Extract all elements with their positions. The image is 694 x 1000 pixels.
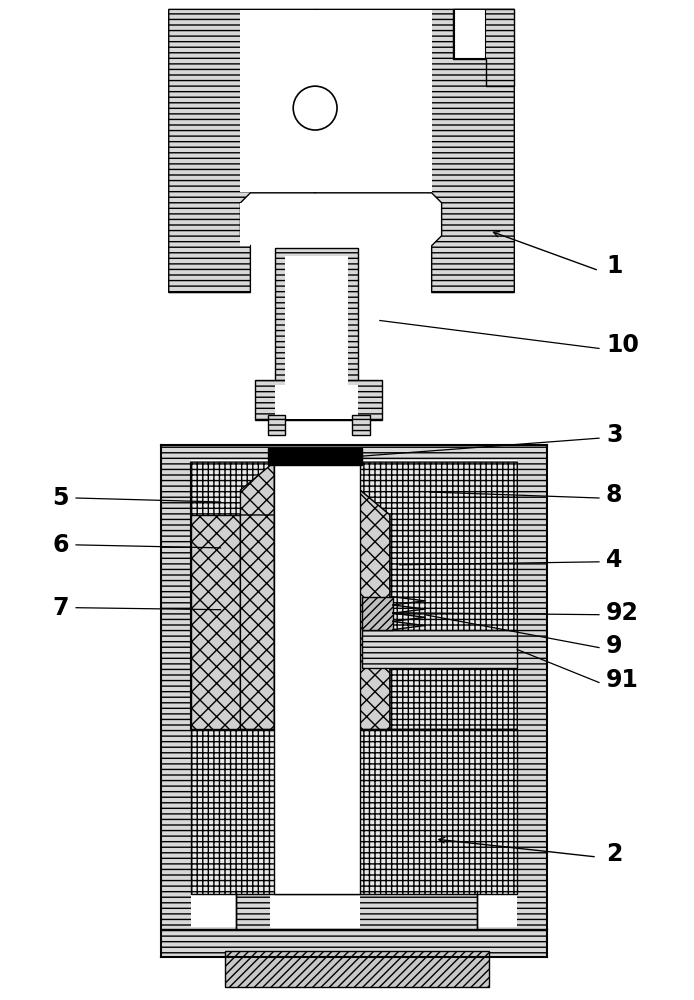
Polygon shape	[274, 462, 360, 894]
Text: 92: 92	[606, 601, 639, 625]
Text: 10: 10	[606, 333, 639, 357]
Polygon shape	[362, 597, 393, 630]
Polygon shape	[454, 10, 485, 58]
Polygon shape	[285, 256, 348, 394]
Polygon shape	[276, 385, 358, 419]
Polygon shape	[191, 462, 274, 729]
Polygon shape	[226, 951, 489, 987]
Polygon shape	[276, 248, 358, 395]
Text: 6: 6	[53, 533, 69, 557]
Polygon shape	[269, 448, 362, 465]
Polygon shape	[270, 894, 360, 928]
Polygon shape	[161, 445, 547, 957]
Polygon shape	[269, 415, 285, 435]
Text: 2: 2	[606, 842, 623, 866]
Polygon shape	[255, 380, 382, 420]
Circle shape	[294, 86, 337, 130]
Polygon shape	[360, 490, 390, 729]
Polygon shape	[452, 9, 514, 86]
Text: 4: 4	[606, 548, 623, 572]
Polygon shape	[191, 729, 517, 894]
Polygon shape	[240, 490, 274, 729]
Text: 7: 7	[53, 596, 69, 620]
Text: 8: 8	[606, 483, 623, 507]
Text: 1: 1	[606, 254, 623, 278]
Polygon shape	[237, 891, 477, 929]
Polygon shape	[240, 462, 274, 515]
Polygon shape	[360, 462, 517, 729]
Text: 3: 3	[606, 423, 623, 447]
Polygon shape	[315, 9, 514, 293]
Polygon shape	[352, 415, 370, 435]
Polygon shape	[362, 630, 517, 668]
Polygon shape	[191, 460, 517, 927]
Text: 9: 9	[606, 634, 623, 658]
Text: 91: 91	[606, 668, 639, 692]
Polygon shape	[169, 9, 315, 293]
Polygon shape	[191, 515, 240, 729]
Polygon shape	[240, 10, 432, 192]
Polygon shape	[240, 203, 251, 246]
Text: 5: 5	[53, 486, 69, 510]
